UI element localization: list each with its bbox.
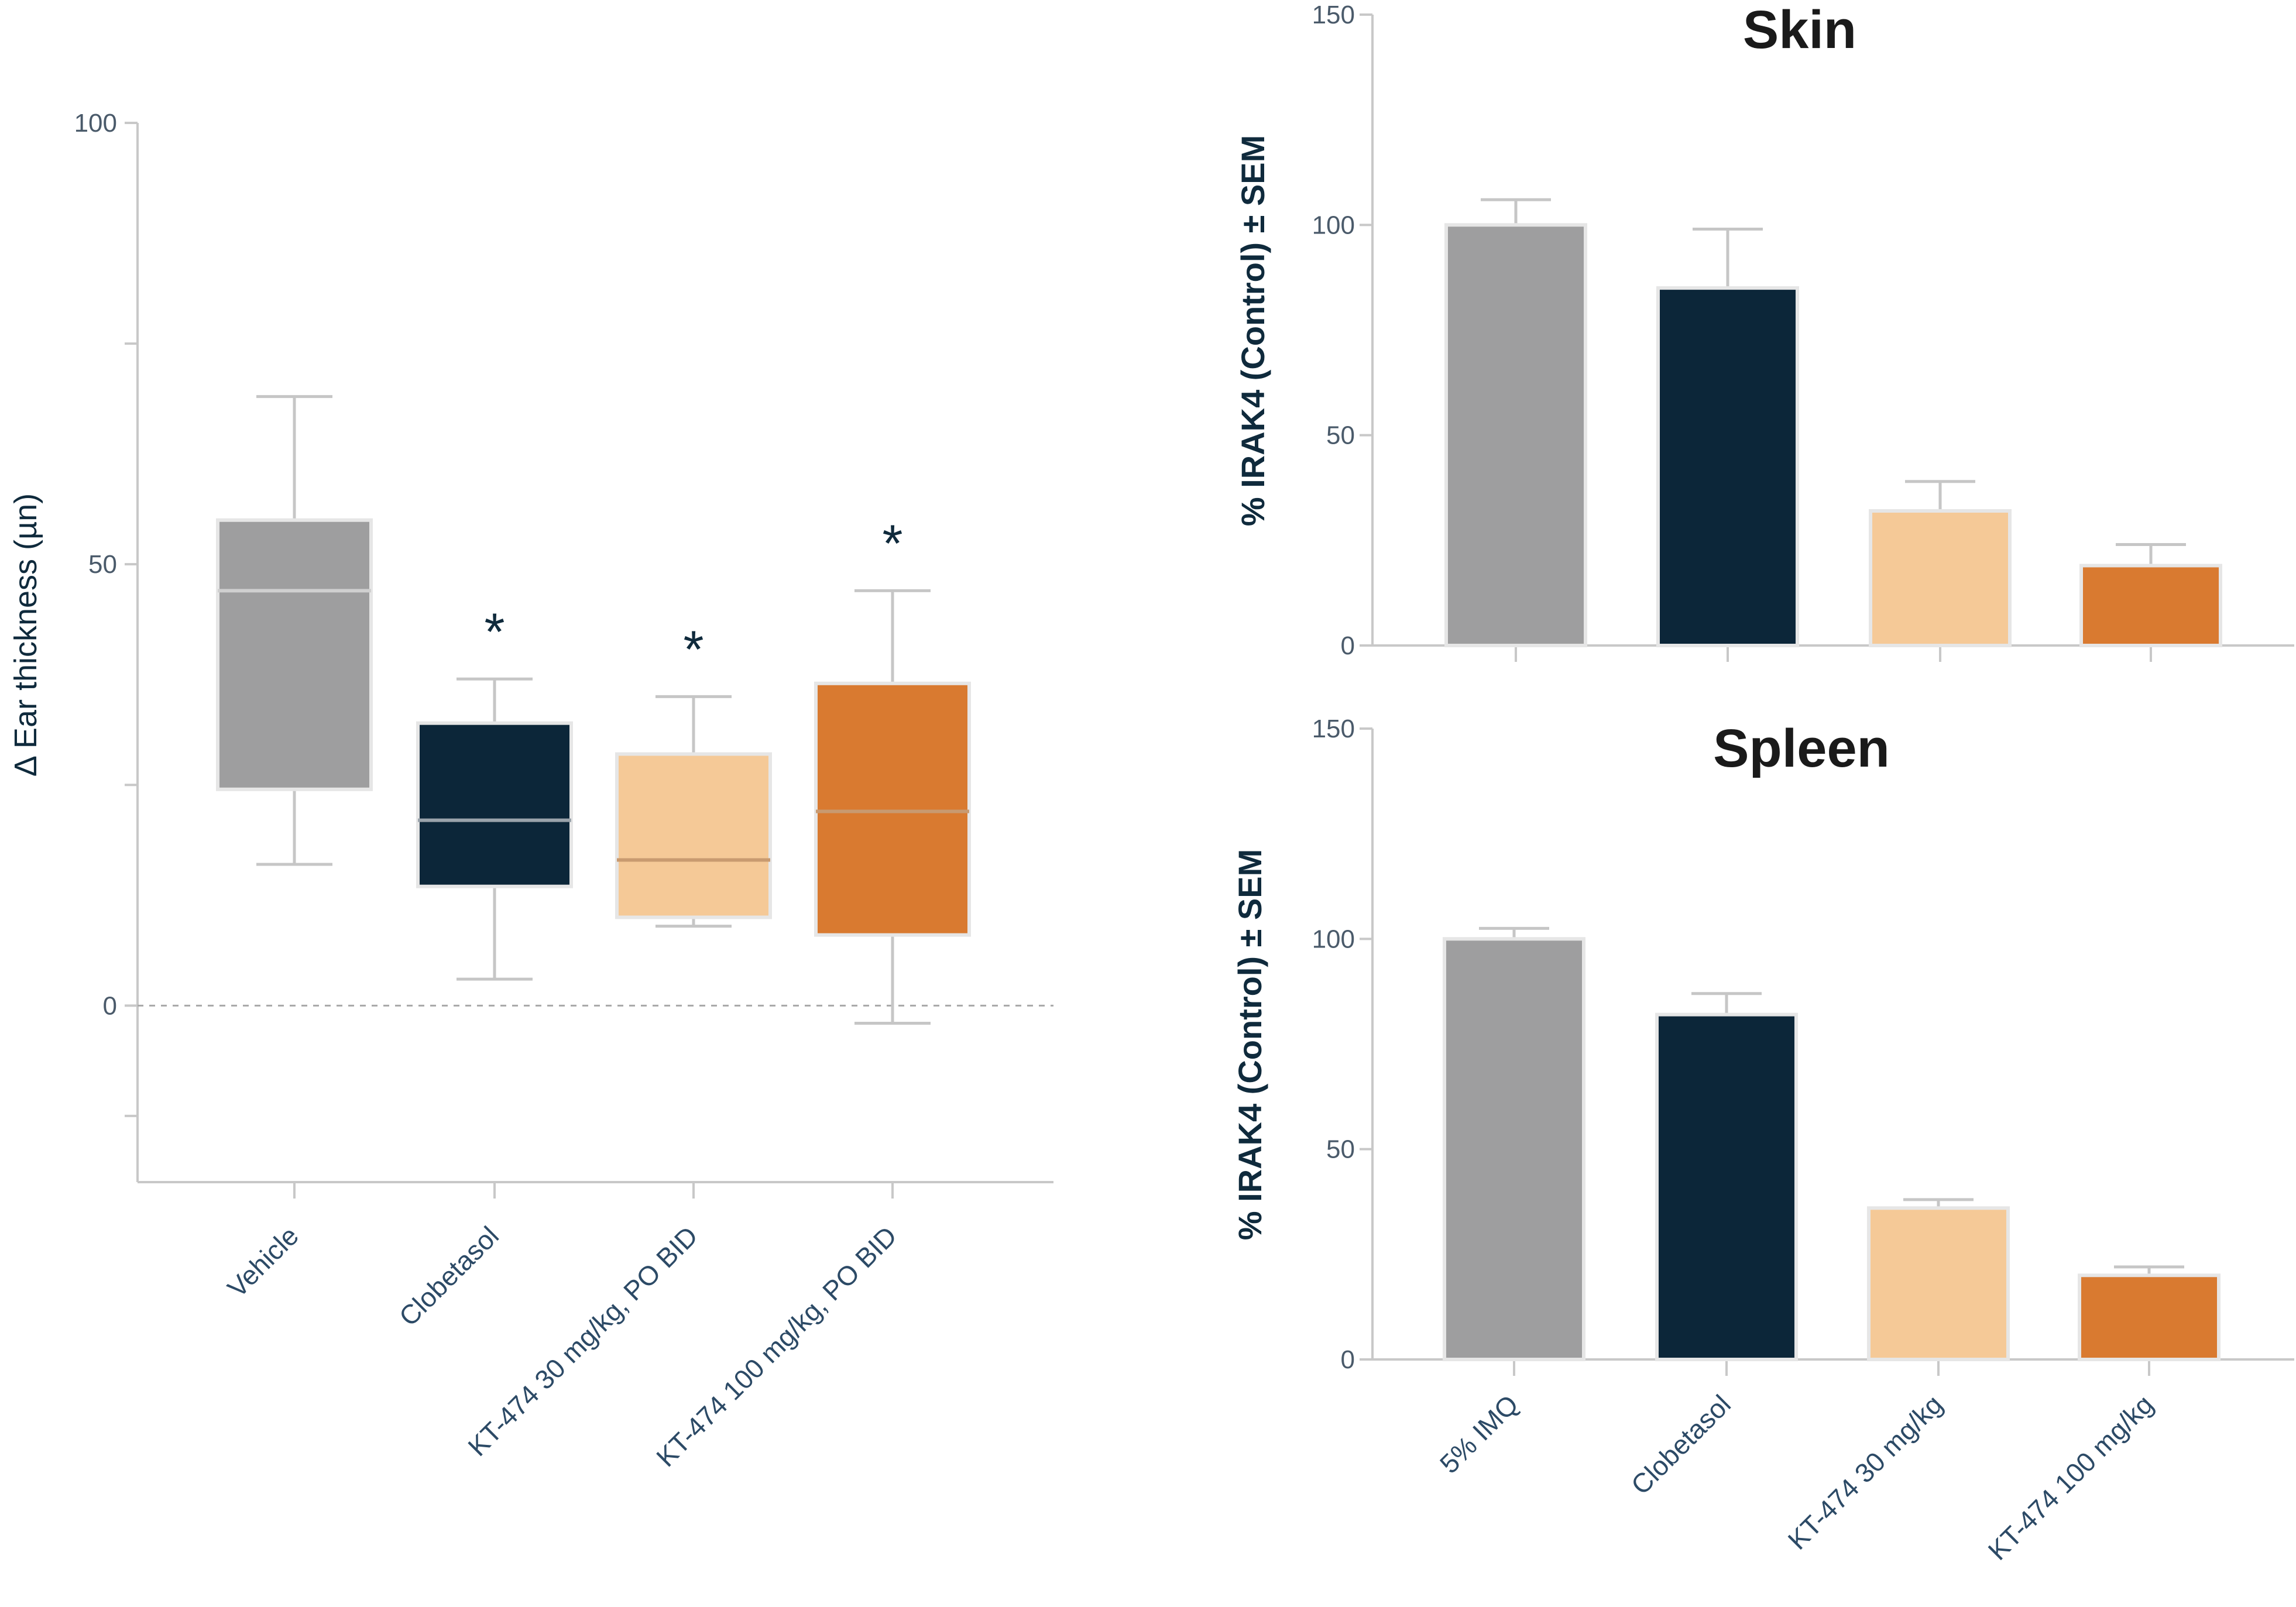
ear-box <box>615 752 772 919</box>
ear-y-tick-label: 0 <box>103 991 117 1020</box>
skin-bar <box>1444 223 1587 648</box>
ear-category-label: Vehicle <box>221 1220 304 1303</box>
ear-category-label: KT-474 30 mg/kg, PO BID <box>462 1220 703 1462</box>
spleen-bar <box>1443 937 1585 1362</box>
spleen-category-labels: 5% IMQ Clobetasol KT-474 30 mg/kg KT-474 10… <box>1434 1389 2159 1566</box>
spleen-y-tick-labels: 150 100 50 0 <box>1312 715 1355 1374</box>
skin-y-tick-label: 0 <box>1341 631 1355 660</box>
ear-box <box>814 681 971 937</box>
skin-y-tick-label: 50 <box>1326 421 1355 450</box>
spleen-bar <box>2078 1273 2221 1361</box>
skin-chart-title: Skin <box>1743 0 1856 60</box>
ear-boxes: * * * <box>216 395 971 1199</box>
spleen-bar <box>1867 1206 2010 1362</box>
spleen-y-tick-label: 150 <box>1312 715 1355 743</box>
spleen-category-label: 5% IMQ <box>1434 1389 1524 1479</box>
spleen-category-label: KT-474 100 mg/kg <box>1982 1389 2160 1566</box>
skin-y-tick-label: 150 <box>1312 1 1355 29</box>
ear-significance-marker: * <box>484 603 504 661</box>
skin-y-tick-label: 100 <box>1312 211 1355 239</box>
skin-bar <box>1869 509 2012 647</box>
spleen-y-tick-label: 50 <box>1326 1135 1355 1164</box>
ear-y-tick-labels: 100 50 0 <box>74 109 117 1020</box>
ear-box <box>416 721 573 888</box>
skin-bars <box>1444 198 2222 648</box>
ear-significance-marker: * <box>882 514 902 573</box>
spleen-y-axis-label: % IRAK4 (Control) ± SEM <box>1231 849 1268 1241</box>
spleen-category-label: KT-474 30 mg/kg <box>1782 1389 1948 1555</box>
ear-category-label: KT-474 100 mg/kg, PO BID <box>650 1220 902 1472</box>
spleen-bar-chart: Spleen 150 100 50 0 5% IMQ Clobetasol KT-474 … <box>1231 715 2294 1566</box>
ear-y-axis-label: Δ Ear thickness (µn) <box>8 493 43 777</box>
spleen-y-tick-label: 100 <box>1312 925 1355 953</box>
ear-y-tick-label: 50 <box>88 550 117 579</box>
spleen-y-tick-label: 0 <box>1341 1345 1355 1374</box>
spleen-category-label: Clobetasol <box>1625 1389 1736 1500</box>
skin-bar-chart: Skin 150 100 50 0 % IRAK4 (Control) ± SEM <box>1234 0 2294 662</box>
skin-bar <box>1656 286 1799 647</box>
skin-y-tick-labels: 150 100 50 0 <box>1312 1 1355 660</box>
ear-axes <box>125 122 1053 1183</box>
spleen-bar <box>1655 1012 1798 1361</box>
skin-bar <box>2079 564 2222 647</box>
spleen-chart-title: Spleen <box>1713 719 1890 778</box>
ear-y-tick-label: 100 <box>74 109 117 138</box>
skin-y-axis-label: % IRAK4 (Control) ± SEM <box>1234 135 1271 527</box>
spleen-bars <box>1443 926 2221 1362</box>
ear-category-label: Clobetasol <box>393 1220 504 1331</box>
ear-significance-marker: * <box>683 620 703 679</box>
ear-box <box>216 518 373 791</box>
